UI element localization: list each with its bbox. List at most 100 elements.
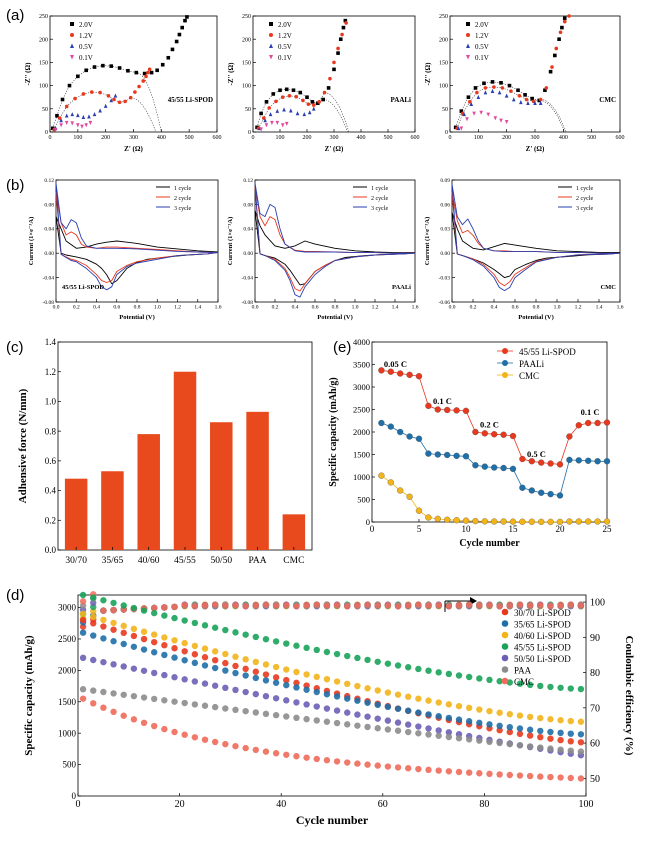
e-point [425,402,432,410]
c-xtick-label: 35/65 [102,556,124,566]
d-capacity-point [211,624,219,631]
a1-point [109,64,114,68]
d-xtick-label: 0 [76,799,81,810]
d-capacity-point [242,744,249,752]
d-capacity-point [364,685,371,692]
e-ytick-label: 4000 [353,337,370,347]
a2-point [321,97,325,102]
d-capacity-point [171,698,178,705]
d-ce-point [526,602,534,610]
e-point [575,518,582,525]
a2-point [268,112,273,117]
a3-legend-label: 0.5V [475,43,489,51]
d-capacity-point [394,691,402,698]
a3-xtick-label: 300 [531,135,540,141]
e-point [519,518,526,525]
d-capacity-point [242,656,249,663]
d-capacity-point [130,692,138,700]
d-ce-point [293,603,300,610]
d-capacity-point [181,657,188,664]
a1-point [142,71,147,76]
d-capacity-point [283,676,290,684]
d-capacity-point [313,755,320,763]
e-point [500,518,507,525]
a2-point [328,76,332,81]
d-capacity-point [191,734,199,741]
a3-point [492,85,496,89]
d-capacity-point [516,772,524,779]
d-capacity-point [151,722,158,730]
c-ytick-label: 0.6 [45,456,57,466]
d-capacity-point [405,693,412,700]
d-ce-point [344,603,351,610]
e-ytick-label: 0 [366,517,370,527]
d-capacity-point [181,617,188,624]
d-capacity-point [110,619,117,627]
e-xtick-label: 25 [603,524,613,534]
e-point [556,461,564,468]
a2-legend-marker [269,33,273,37]
a1-point [123,99,127,104]
d-capacity-point [394,719,402,726]
a3-point [544,86,549,90]
d-legend-marker [501,608,509,616]
d-capacity-point [171,614,178,622]
d-capacity-point [293,699,300,706]
e-point [397,487,404,494]
b2-ytick-label: 0.12 [243,178,253,184]
e-point [509,465,517,473]
a2-xlabel: Z' (Ω) [325,145,344,153]
d-capacity-point [323,648,331,656]
a1-point [98,108,102,113]
d-capacity-point [506,723,513,731]
a2-legend-marker [269,22,273,26]
a2-ytick-label: 50 [245,107,251,113]
b1-ytick-label: 0.12 [44,178,54,184]
e-point [481,430,488,437]
d-capacity-point [445,714,453,722]
e-point [434,406,441,413]
d-capacity-point [252,658,259,666]
a1-point [149,70,154,75]
a2-point [284,87,289,92]
e-point [462,517,470,524]
b3-xtick-label: 1.0 [554,305,561,311]
d-capacity-point [303,671,310,678]
d-capacity-point [211,682,219,689]
d-capacity-point [567,685,574,692]
d-capacity-point [577,718,585,725]
d-capacity-point [537,727,544,735]
a1-legend-marker [70,22,74,26]
d-capacity-point [476,706,483,713]
d-capacity-point [283,751,290,758]
a1-point [70,112,75,117]
d-capacity-point [120,640,127,648]
a1-point [64,104,69,109]
a2-point [274,99,278,104]
c-ytick-label: 1.2 [45,367,56,377]
a2-xtick-label: 0 [252,135,255,141]
d-capacity-point [354,711,361,718]
b3-ytick-label: 0.00 [440,251,450,257]
d-capacity-point [90,594,97,601]
d-ce-point [232,601,239,609]
a3-point [465,117,469,122]
d-capacity-point [191,701,199,708]
d-capacity-point [151,609,158,617]
a1-point [155,68,159,73]
d-capacity-point [110,708,117,716]
b2-legend-label: 1 cycle [371,186,388,192]
d-capacity-point [486,770,493,778]
b2-annotation: PAALi [392,284,411,291]
d-capacity-point [435,727,442,734]
d-capacity-point [232,686,239,694]
d-legend-marker [501,620,509,627]
e-legend-marker [502,372,508,378]
d-capacity-point [435,732,442,739]
e-rate-label: 0.05 C [384,359,407,369]
a2-point [332,60,336,65]
d-capacity-point [313,717,320,724]
d-capacity-point [130,604,138,612]
cv-panel-b1: 0.0 0.2 0.4 0.6 0.8 1.0 1.2 1.4 1.6 -0.08 -0.04 0.0… [28,178,222,321]
